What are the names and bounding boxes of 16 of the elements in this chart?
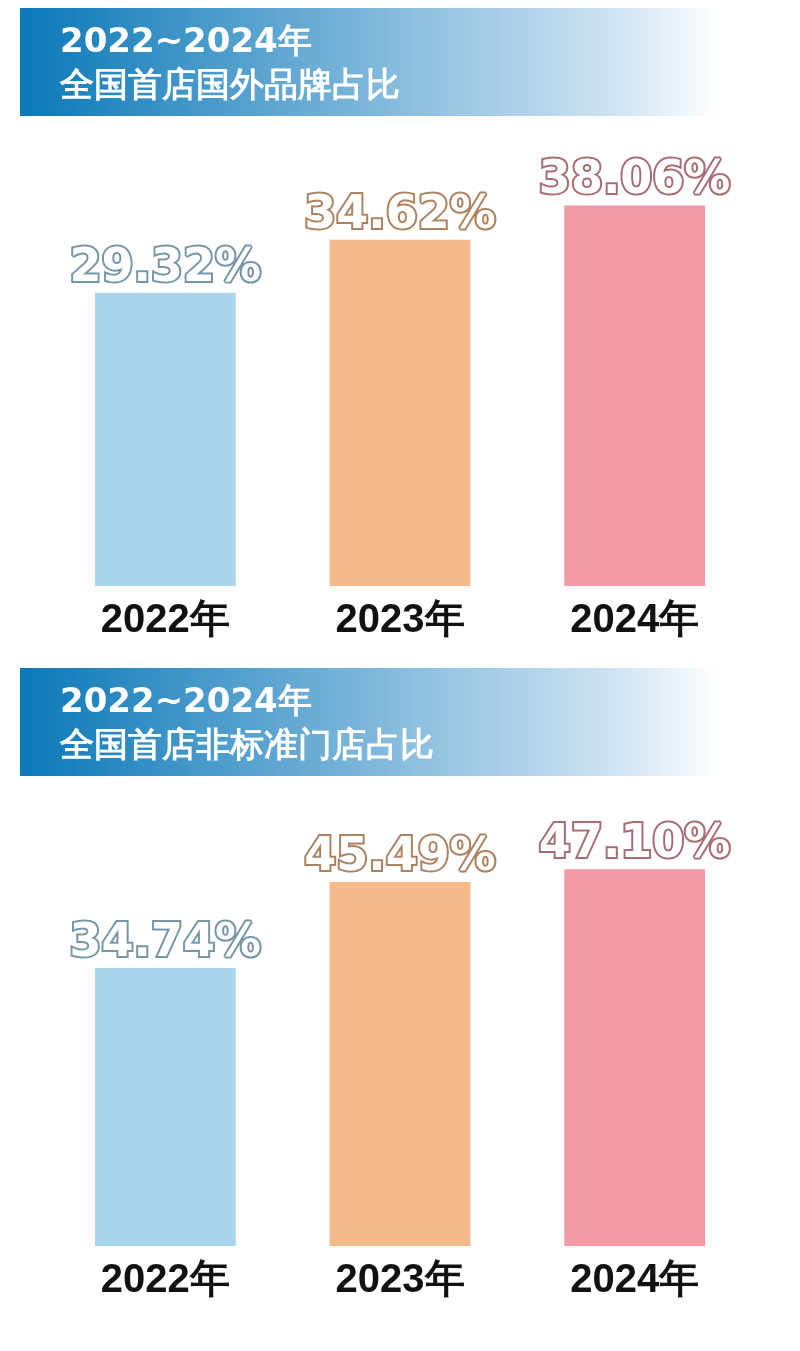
x-tick-label: 2024年 [570,1256,700,1300]
chart-subtitle: 全国首店非标准门店占比 [60,723,435,766]
chart-title: 2022~2024年 [60,19,313,62]
data-label: 34.62% [304,184,496,239]
data-label: 38.06% [538,150,731,205]
x-tick-label: 2022年 [100,1256,230,1300]
data-label: 47.10% [538,814,731,869]
data-label: 29.32% [69,237,262,292]
data-label: 34.74% [69,913,262,968]
x-tick-label: 2024年 [570,596,700,640]
chart-title: 2022~2024年 [60,679,313,722]
data-label: 45.49% [304,827,496,882]
chart-subtitle: 全国首店国外品牌占比 [60,63,401,106]
x-tick-label: 2023年 [335,596,465,640]
x-tick-label: 2023年 [335,1256,465,1300]
x-tick-label: 2022年 [100,596,230,640]
